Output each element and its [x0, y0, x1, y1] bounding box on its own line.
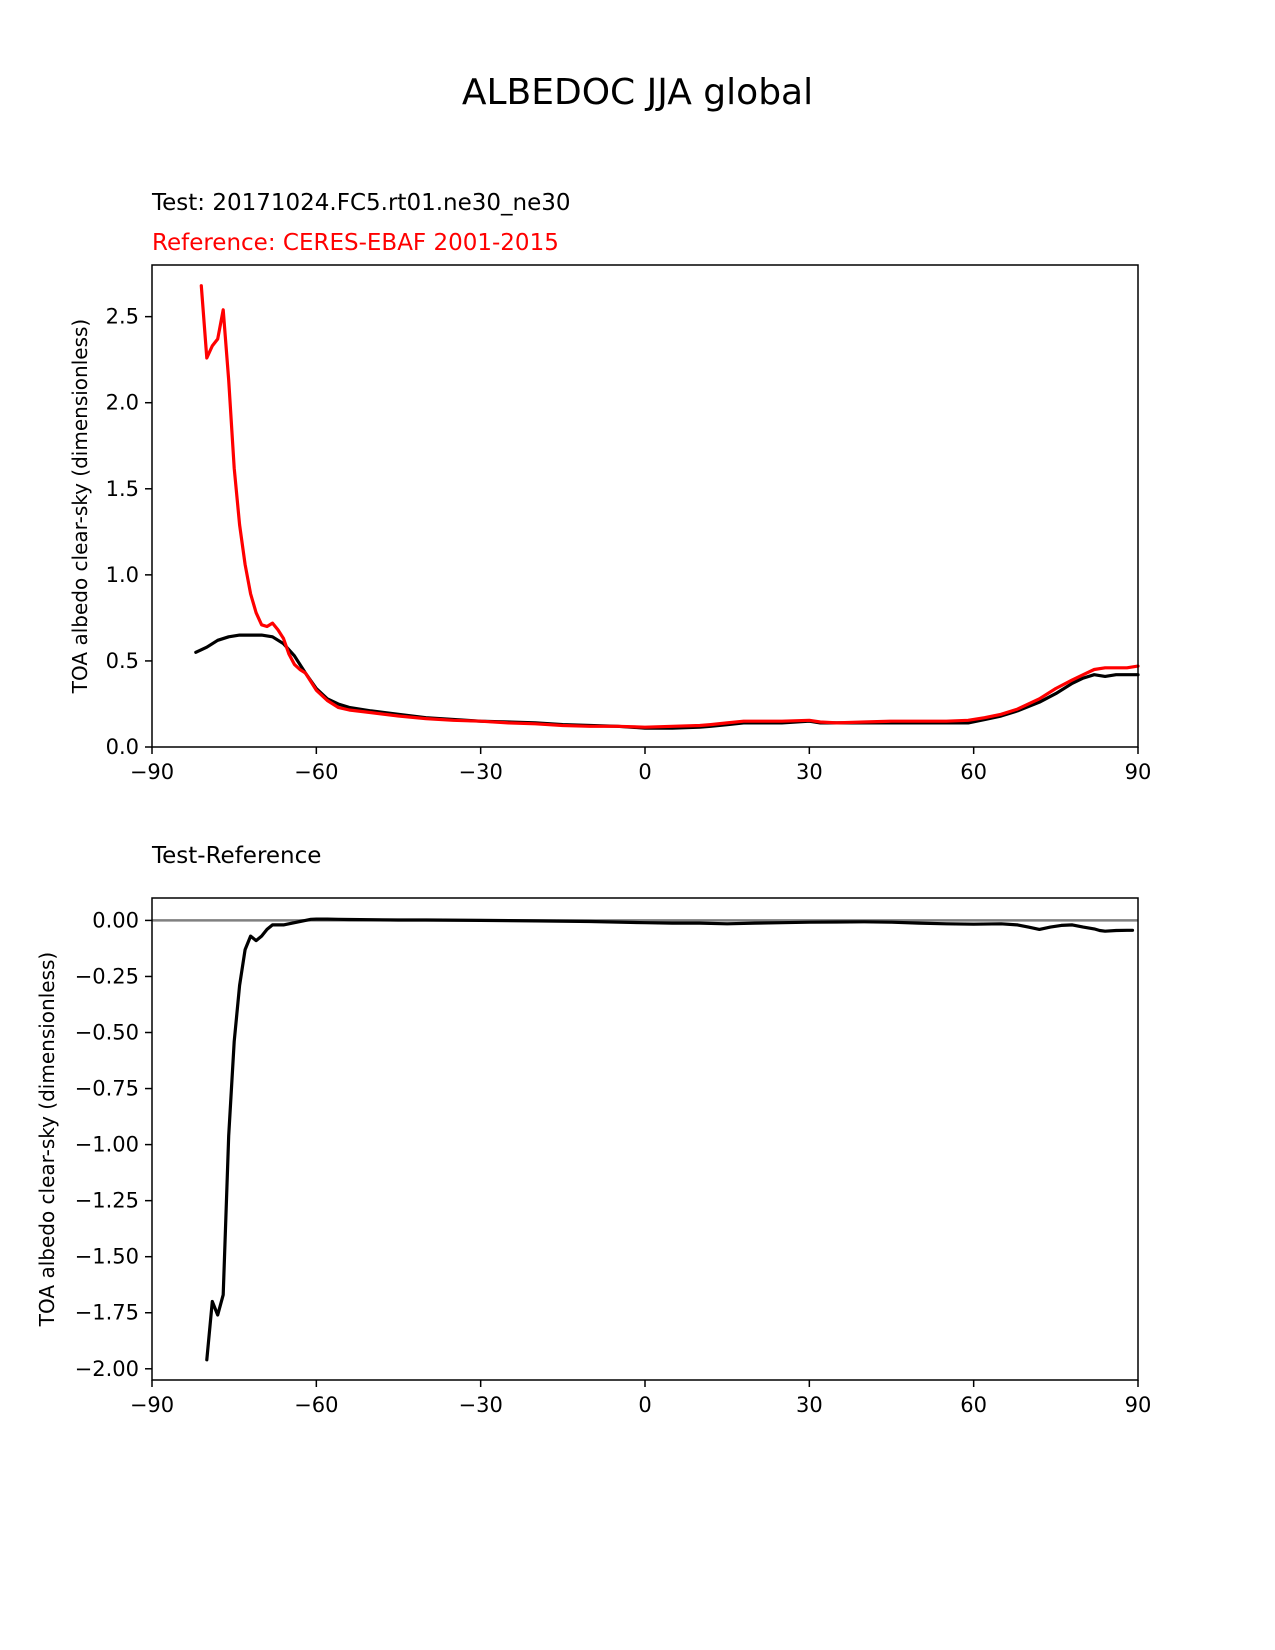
- y-tick-label-bottom: −1.25: [75, 1189, 139, 1213]
- test-label: Test: 20171024.FC5.rt01.ne30_ne30: [152, 190, 571, 216]
- y-tick-label-bottom: 0.00: [92, 908, 139, 932]
- y-tick-label-bottom: −0.75: [75, 1077, 139, 1101]
- x-tick-label-top: 90: [1125, 760, 1152, 784]
- series-line-top-0: [194, 633, 1140, 730]
- x-tick-label-top: 0: [638, 760, 651, 784]
- plot-frame-top: [151, 264, 1139, 748]
- y-tick-label-bottom: −0.50: [75, 1021, 139, 1045]
- x-tick-label-bottom: 0: [638, 1393, 651, 1417]
- y-tick-label-top: 2.0: [106, 391, 139, 415]
- x-tick-label-bottom: −30: [459, 1393, 503, 1417]
- y-tick-label-top: 0.0: [106, 735, 139, 759]
- chart-panel-bottom: −90 −60 −30 0 30 60 90 0.00 −0.25 −0.50 −0.75 −1.00…: [35, 897, 1152, 1417]
- y-tick-label-bottom: −1.50: [75, 1245, 139, 1269]
- reference-label: Reference: CERES-EBAF 2001-2015: [152, 230, 559, 256]
- chart-panel-top: −90 −60 −30 0 30 60 90 0.0 0.5 1.0 1.5 2.0 2.5 TOA al…: [68, 264, 1152, 784]
- y-tick-label-top: 0.5: [106, 649, 139, 673]
- y-tick-label-bottom: −1.75: [75, 1301, 139, 1325]
- y-tick-label-top: 1.5: [106, 477, 139, 501]
- x-tick-label-top: −30: [459, 760, 503, 784]
- series-line-bottom-0: [205, 917, 1135, 1362]
- x-tick-label-bottom: 90: [1125, 1393, 1152, 1417]
- x-tick-label-bottom: 60: [960, 1393, 987, 1417]
- figure-title: ALBEDOC JJA global: [461, 72, 814, 113]
- x-tick-label-top: −90: [130, 760, 174, 784]
- y-tick-label-bottom: −2.00: [75, 1357, 139, 1381]
- y-tick-label-bottom: −1.00: [75, 1133, 139, 1157]
- y-tick-label-top: 2.5: [106, 305, 139, 329]
- x-tick-label-top: 60: [960, 760, 987, 784]
- y-axis-label-top: TOA albedo clear-sky (dimensionless): [68, 319, 92, 694]
- y-tick-label-bottom: −0.25: [75, 964, 139, 988]
- x-tick-label-bottom: 30: [796, 1393, 823, 1417]
- y-tick-label-top: 1.0: [106, 563, 139, 587]
- difference-panel-title: Test-Reference: [152, 843, 322, 869]
- y-axis-label-bottom: TOA albedo clear-sky (dimensionless): [35, 952, 59, 1327]
- x-tick-label-top: 30: [796, 760, 823, 784]
- plot-frame-bottom: [151, 897, 1139, 1381]
- x-tick-label-bottom: −90: [130, 1393, 174, 1417]
- series-line-top-1: [199, 284, 1140, 729]
- x-tick-label-bottom: −60: [294, 1393, 338, 1417]
- x-tick-label-top: −60: [294, 760, 338, 784]
